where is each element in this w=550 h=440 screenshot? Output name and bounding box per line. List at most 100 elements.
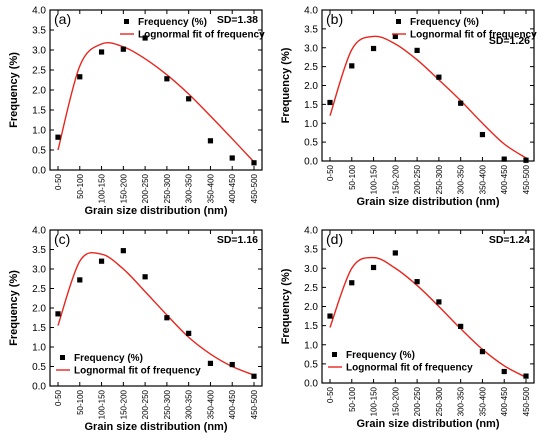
frequency-point [77, 74, 83, 80]
y-tick-label: 2.0 [304, 302, 318, 313]
x-category-label: 0-50 [326, 164, 335, 181]
x-category-label: 300-350 [185, 389, 194, 419]
x-category-label: 150-200 [391, 164, 400, 194]
chart-panel-3: 0.0 0.5 1.0 1.5 2.0 2.5 3.0 3.5 4.0 0-50 50-100 100… [8, 226, 263, 433]
x-category-label: 350-400 [478, 386, 487, 416]
y-tick-label: 4.0 [304, 226, 318, 237]
frequency-point [414, 279, 420, 285]
y-tick-label: 0.0 [32, 166, 46, 177]
y-tick-label: 3.5 [304, 245, 318, 256]
x-category-label: 400-450 [228, 173, 237, 203]
x-category-label: 0-50 [54, 173, 63, 190]
x-category-label: 400-450 [228, 389, 237, 419]
x-category-label: 250-300 [163, 389, 172, 419]
frequency-point [229, 361, 235, 368]
legend-label-frequency: Frequency (%) [346, 350, 415, 361]
legend-label-fit: Lognormal fit of frequency [346, 363, 473, 374]
frequency-point [120, 248, 126, 254]
lognormal-fit-line [57, 42, 255, 163]
chart-panel-4: 0.0 0.5 1.0 1.5 2.0 2.5 3.0 3.5 4.0 0-50 50-100 100… [280, 226, 535, 430]
x-category-label: 300-350 [185, 173, 194, 203]
y-tick-label: 3.0 [304, 264, 318, 275]
legend-label-fit: Lognormal fit of frequency [74, 366, 201, 377]
y-tick-label: 2.0 [32, 304, 46, 315]
y-tick-label: 1.5 [32, 106, 46, 117]
frequency-point [164, 315, 170, 321]
frequency-point [251, 373, 257, 379]
panel-letter: (b) [326, 11, 343, 27]
x-category-label: 450-500 [250, 389, 259, 419]
y-tick-label: 2.5 [32, 66, 46, 77]
legend-marker-swatch [124, 19, 129, 24]
frequency-point [479, 131, 486, 138]
frequency-point [186, 96, 192, 102]
frequency-point [479, 349, 486, 355]
legend: Frequency (%) Lognormal fit of frequency [56, 353, 201, 377]
legend-marker-swatch [396, 19, 401, 24]
chart-panel-2: 0.0 0.5 1.0 1.5 2.0 2.5 3.0 3.5 4.0 0-50 50-100 100… [280, 6, 537, 209]
frequency-point [55, 134, 61, 140]
x-category-label: 50-100 [76, 173, 85, 198]
y-tick-label: 1.0 [304, 119, 318, 130]
x-category-label: 350-400 [206, 389, 215, 419]
x-category-label: 400-450 [500, 386, 509, 416]
legend: Frequency (%) Lognormal fit of frequency [120, 17, 265, 41]
y-tick-label: 4.0 [32, 6, 46, 17]
y-tick-label: 3.5 [32, 245, 46, 256]
x-category-label: 0-50 [326, 386, 335, 403]
legend: Frequency (%) Lognormal fit of frequency [392, 17, 537, 41]
x-category-label: 0-50 [54, 389, 63, 406]
sd-label: SD=1.24 [489, 234, 530, 246]
x-category-label: 250-300 [163, 173, 172, 203]
frequency-point [458, 323, 464, 329]
y-tick-label: 2.5 [32, 284, 46, 295]
frequency-point [55, 311, 61, 317]
x-category-label: 150-200 [119, 173, 128, 203]
x-category-label: 100-150 [370, 164, 379, 194]
x-category-label: 200-250 [141, 173, 150, 203]
y-tick-label: 4.0 [32, 226, 46, 237]
x-category-label: 450-500 [250, 173, 259, 203]
y-tick-label: 1.0 [304, 340, 318, 351]
frequency-point [501, 156, 507, 162]
y-tick-label: 3.5 [32, 26, 46, 37]
x-category-label: 300-350 [457, 386, 466, 416]
x-category-label: 100-150 [98, 173, 107, 203]
y-tick-label: 4.0 [304, 6, 318, 17]
frequency-point [523, 157, 529, 163]
lognormal-fit-line [329, 256, 527, 378]
x-category-label: 450-500 [522, 386, 531, 416]
legend-label-frequency: Frequency (%) [410, 17, 479, 28]
frequency-point [370, 45, 377, 52]
x-category-label: 50-100 [348, 386, 357, 411]
x-category-label: 350-400 [478, 164, 487, 194]
y-tick-label: 0.0 [304, 379, 318, 390]
panel-letter: (c) [54, 231, 70, 247]
y-tick-label: 2.5 [304, 62, 318, 73]
lognormal-fit-line [329, 35, 527, 159]
x-axis-title: Grain size distribution (nm) [356, 418, 499, 430]
x-category-label: 400-450 [500, 164, 509, 194]
frequency-point [436, 299, 442, 305]
x-category-label: 200-250 [413, 164, 422, 194]
frequency-point [251, 160, 257, 166]
y-tick-label: 2.0 [32, 86, 46, 97]
legend-label-frequency: Frequency (%) [138, 17, 207, 28]
sd-label: SD=1.16 [217, 234, 258, 246]
y-tick-label: 1.5 [304, 100, 318, 111]
y-tick-label: 0.5 [304, 359, 318, 370]
frequency-point [327, 313, 333, 319]
frequency-point [392, 250, 398, 256]
legend-marker-swatch [60, 355, 65, 360]
sd-label: SD=1.38 [217, 14, 258, 26]
x-category-label: 250-300 [435, 164, 444, 194]
y-tick-label: 1.0 [32, 343, 46, 354]
x-category-label: 350-400 [206, 173, 215, 203]
x-category-label: 50-100 [348, 164, 357, 189]
legend: Frequency (%) Lognormal fit of frequency [328, 350, 473, 374]
y-tick-label: 2.0 [304, 81, 318, 92]
legend-label-fit: Lognormal fit of frequency [410, 30, 537, 41]
frequency-point [142, 35, 148, 41]
y-tick-label: 3.0 [304, 43, 318, 54]
